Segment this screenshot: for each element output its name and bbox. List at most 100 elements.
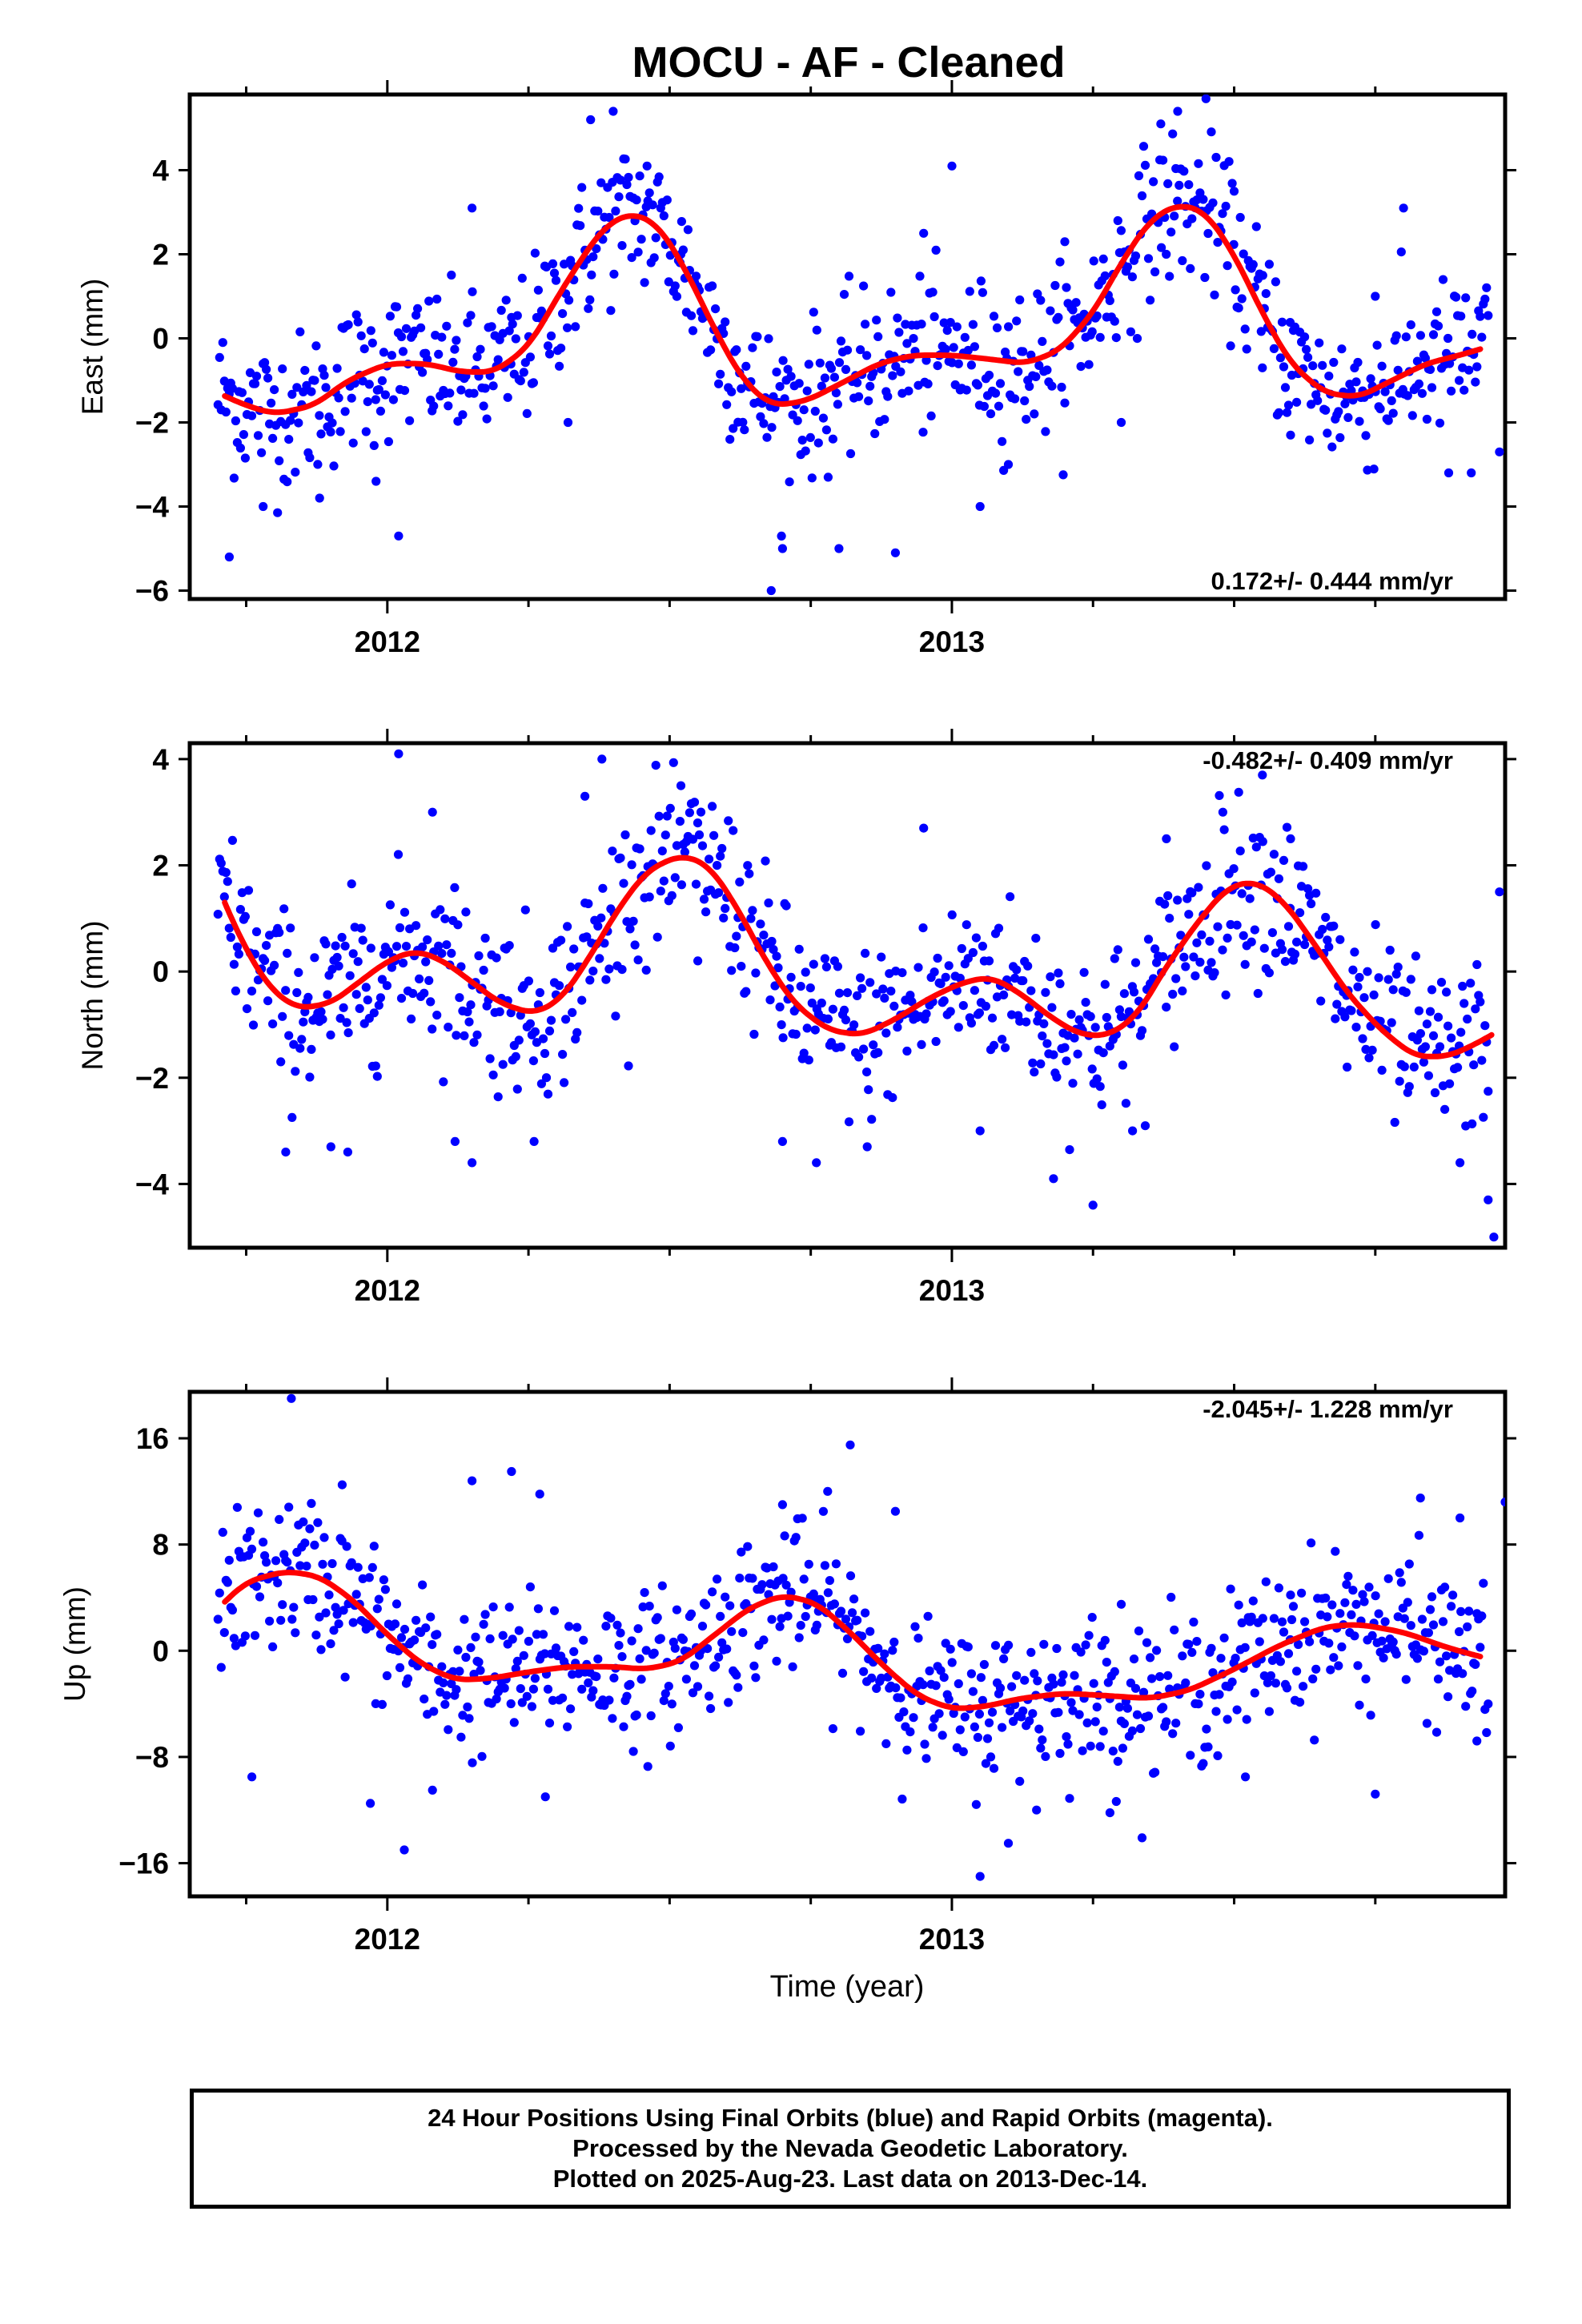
up-data-point: [963, 1642, 973, 1652]
north-data-point: [1235, 846, 1245, 856]
east-data-point: [260, 358, 270, 368]
east-data-point: [941, 344, 950, 354]
north-data-point: [1247, 937, 1256, 947]
east-data-point: [942, 326, 952, 336]
north-y-axis-label: North (mm): [76, 920, 109, 1070]
east-data-point: [821, 425, 831, 435]
east-data-point: [738, 417, 748, 427]
east-data-point: [327, 418, 337, 428]
east-data-point: [379, 348, 388, 357]
north-data-point: [862, 1068, 872, 1077]
up-data-point: [1266, 1671, 1275, 1681]
east-data-point: [1455, 376, 1464, 385]
up-data-point: [549, 1606, 560, 1615]
north-data-point: [331, 941, 340, 951]
north-data-point: [492, 953, 501, 963]
east-data-point: [1235, 212, 1245, 223]
north-data-point: [625, 924, 635, 934]
north-data-point: [291, 1067, 300, 1076]
east-data-point: [444, 401, 453, 411]
east-data-point: [992, 323, 1002, 332]
up-data-point: [867, 1673, 877, 1683]
up-data-point: [966, 1669, 976, 1679]
up-data-point: [316, 1645, 326, 1655]
up-data-point: [485, 1634, 495, 1643]
up-data-point: [461, 1652, 471, 1663]
up-data-point: [1142, 1638, 1152, 1647]
up-data-point: [572, 1622, 582, 1632]
north-data-point: [580, 791, 590, 801]
east-data-point: [683, 225, 693, 235]
east-data-point: [670, 281, 680, 291]
east-data-point: [1237, 294, 1247, 304]
north-data-point: [1445, 1079, 1455, 1088]
north-data-point: [767, 936, 777, 947]
up-data-point: [708, 1587, 717, 1597]
north-data-point: [248, 1020, 259, 1030]
up-data-point: [633, 1624, 643, 1634]
north-data-point: [560, 1078, 569, 1088]
north-data-point: [665, 803, 675, 814]
east-data-point: [1138, 142, 1149, 151]
north-data-point: [1181, 962, 1191, 971]
east-data-point: [294, 418, 303, 428]
up-data-point: [396, 1633, 407, 1642]
up-data-point: [334, 1619, 343, 1629]
north-data-point: [295, 1043, 305, 1053]
north-data-point: [358, 935, 367, 945]
east-data-point: [604, 212, 614, 223]
east-ytick-label: −4: [135, 491, 170, 524]
footer-line-2: Processed by the Nevada Geodetic Laborat…: [572, 2134, 1128, 2162]
north-data-point: [1463, 1014, 1472, 1024]
east-data-point: [273, 508, 283, 517]
north-data-point: [941, 972, 950, 982]
north-data-point: [372, 1072, 382, 1081]
north-data-point: [1371, 920, 1380, 930]
north-data-point: [791, 1029, 801, 1039]
east-data-point: [458, 410, 468, 420]
up-data-point: [1292, 1667, 1302, 1676]
north-data-point: [676, 781, 686, 790]
north-data-point: [1442, 987, 1452, 997]
east-data-point: [516, 376, 525, 386]
north-data-point: [1419, 1057, 1428, 1067]
up-data-point: [1295, 1698, 1305, 1707]
up-data-point: [1323, 1612, 1332, 1622]
east-data-point: [973, 380, 982, 390]
east-data-point: [1355, 416, 1364, 426]
up-data-point: [796, 1621, 805, 1630]
north-data-point: [348, 949, 358, 959]
north-data-point: [299, 1017, 308, 1027]
up-data-point: [1456, 1513, 1465, 1523]
east-data-point: [292, 383, 302, 392]
north-data-point: [221, 867, 231, 878]
east-data-point: [1058, 470, 1068, 480]
east-data-point: [240, 453, 250, 463]
north-data-point: [337, 932, 347, 943]
north-data-point: [408, 988, 418, 999]
up-data-point: [512, 1656, 522, 1666]
east-data-point: [1208, 198, 1218, 207]
east-data-point: [1113, 215, 1122, 226]
up-data-point: [278, 1600, 287, 1610]
north-data-point: [535, 987, 545, 998]
east-data-point: [1401, 332, 1411, 342]
up-data-point: [1186, 1751, 1195, 1760]
east-data-point: [691, 271, 701, 281]
up-data-point: [313, 1518, 323, 1527]
up-data-point: [861, 1608, 870, 1618]
up-data-point: [1374, 1609, 1383, 1618]
up-data-point: [759, 1635, 769, 1645]
north-data-point: [737, 962, 746, 971]
up-data-point: [456, 1732, 466, 1742]
east-data-point: [813, 438, 823, 448]
north-data-point: [229, 959, 239, 969]
east-data-point: [711, 304, 721, 314]
north-data-point: [297, 1035, 307, 1044]
north-data-point: [1316, 996, 1326, 1006]
north-data-point: [770, 981, 780, 991]
up-data-point: [1348, 1586, 1358, 1595]
up-data-point: [1438, 1617, 1448, 1626]
north-data-point: [472, 1030, 482, 1039]
north-data-point: [1393, 963, 1403, 972]
